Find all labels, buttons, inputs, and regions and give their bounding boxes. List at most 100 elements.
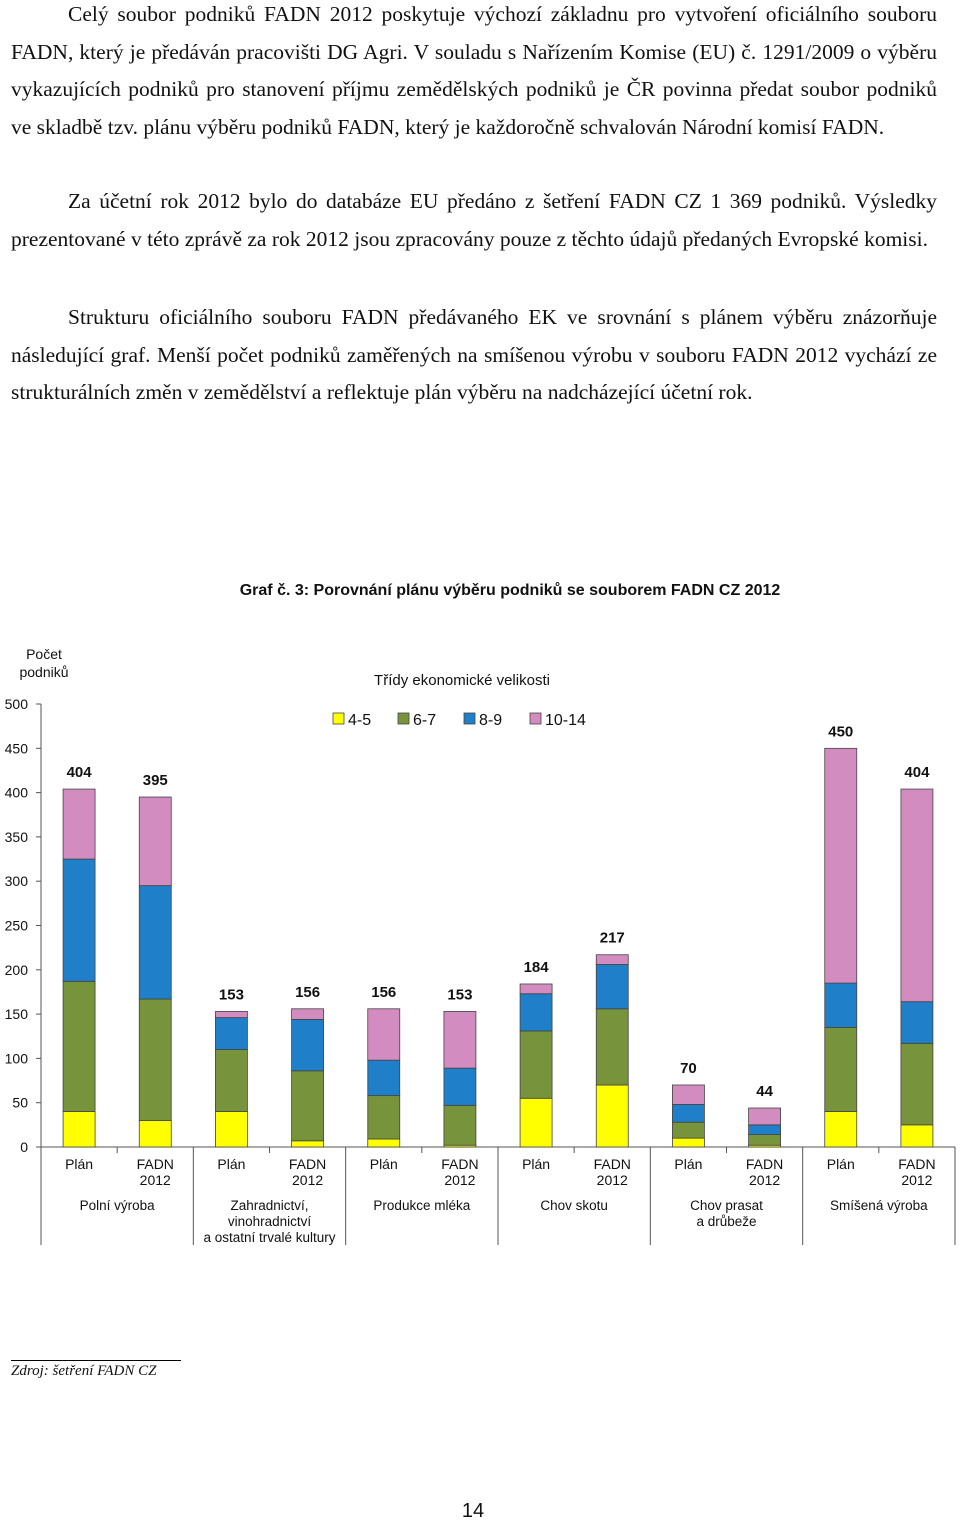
x-tick-label-3-1: 2012 xyxy=(292,1172,323,1188)
bar-segment-10-14-10 xyxy=(824,747,858,984)
group-label-1-1: vinohradnictví xyxy=(228,1214,312,1229)
x-tick-label-9-0: FADN xyxy=(746,1156,783,1172)
bar-segment-6-7-2 xyxy=(215,1049,248,1112)
data-label-0: 404 xyxy=(67,764,93,781)
bar-segment-8-9-11 xyxy=(900,1001,934,1044)
legend-label-10-14: 10-14 xyxy=(545,712,586,729)
bar-segment-10-14-4 xyxy=(367,1008,401,1061)
data-label-3: 156 xyxy=(295,984,320,1001)
data-label-11: 404 xyxy=(904,764,930,781)
legend-title: Třídy ekonomické velikosti xyxy=(374,672,550,689)
bar-segment-6-7-8 xyxy=(672,1121,705,1139)
group-label-4-0: Chov prasat xyxy=(690,1198,763,1213)
group-label-1-2: a ostatní trvalé kultury xyxy=(203,1230,335,1245)
legend-swatch-6-7 xyxy=(397,712,410,725)
paragraph-1-text: Celý soubor podniků FADN 2012 poskytuje … xyxy=(11,2,937,139)
data-label-10: 450 xyxy=(828,723,853,740)
legend-label-8-9: 8-9 xyxy=(479,712,502,729)
group-label-3-0: Chov skotu xyxy=(540,1198,608,1213)
bar-segment-8-9-5 xyxy=(443,1067,477,1106)
x-tick-label-9-1: 2012 xyxy=(749,1172,780,1188)
bar-segment-4-5-4 xyxy=(367,1138,401,1148)
bar-segment-4-5-11 xyxy=(900,1124,934,1148)
y-tick-label-7: 350 xyxy=(5,829,29,845)
bar-segment-8-9-8 xyxy=(672,1104,705,1123)
bar-segment-4-5-3 xyxy=(291,1140,324,1148)
legend-swatch-10-14 xyxy=(529,712,542,725)
bar-segment-10-14-7 xyxy=(595,954,629,965)
stacked-bar-chart: 0 50 100 150 200 250 300 350 400 450 500 Počet podni… xyxy=(5,646,956,1245)
page-number: 14 xyxy=(461,1500,485,1522)
bar-segment-6-7-10 xyxy=(824,1026,858,1112)
bar-segment-10-14-2 xyxy=(215,1011,248,1019)
x-tick-label-0-0: Plán xyxy=(65,1156,93,1172)
x-tick-label-10-0: Plán xyxy=(827,1156,855,1172)
bar-segment-6-7-7 xyxy=(595,1008,629,1086)
bar-segment-4-5-10 xyxy=(824,1111,858,1148)
group-label-0-0: Polní výroba xyxy=(80,1198,156,1213)
paragraph-3-text: Strukturu oficiálního souboru FADN předá… xyxy=(11,305,937,404)
legend-swatch-4-5 xyxy=(332,712,345,725)
bar-segment-10-14-11 xyxy=(900,788,934,1003)
bar-segment-6-7-9 xyxy=(748,1134,781,1146)
y-tick-label-1: 50 xyxy=(12,1095,28,1111)
data-label-1: 395 xyxy=(143,772,168,789)
y-tick-label-10: 500 xyxy=(5,696,29,712)
x-tick-label-2-0: Plán xyxy=(217,1156,245,1172)
x-tick-label-3-0: FADN xyxy=(289,1156,326,1172)
y-tick-label-4: 200 xyxy=(5,962,29,978)
x-tick-label-5-1: 2012 xyxy=(444,1172,475,1188)
x-tick-label-6-0: Plán xyxy=(522,1156,550,1172)
y-tick-label-2: 100 xyxy=(5,1050,29,1066)
group-label-5-0: Smíšená výroba xyxy=(830,1198,928,1213)
bar-segment-10-14-5 xyxy=(443,1011,477,1069)
x-tick-label-5-0: FADN xyxy=(441,1156,478,1172)
bar-segment-8-9-9 xyxy=(748,1124,781,1135)
group-label-2-0: Produkce mléka xyxy=(373,1198,470,1213)
bar-segment-10-14-6 xyxy=(519,983,553,995)
bar-segment-6-7-6 xyxy=(519,1030,553,1099)
data-label-8: 70 xyxy=(680,1060,697,1077)
legend-swatch-8-9 xyxy=(463,712,476,725)
bar-segment-8-9-0 xyxy=(62,858,96,982)
paragraph-2: Za účetní rok 2012 bylo do databáze EU p… xyxy=(11,183,937,258)
data-label-5: 153 xyxy=(447,986,472,1003)
group-label-4-1: a drůbeže xyxy=(696,1214,756,1229)
y-tick-label-6: 300 xyxy=(5,873,29,889)
data-label-7: 217 xyxy=(600,930,625,947)
paragraph-3: Strukturu oficiálního souboru FADN předá… xyxy=(11,299,937,412)
y-axis-title-line-1: Počet xyxy=(26,646,62,662)
data-label-9: 44 xyxy=(756,1083,773,1100)
bar-segment-6-7-0 xyxy=(62,980,96,1112)
chart-title: Graf č. 3: Porovnání plánu výběru podnik… xyxy=(239,582,781,599)
bar-segment-10-14-3 xyxy=(291,1008,324,1020)
x-tick-label-11-1: 2012 xyxy=(901,1172,932,1188)
x-tick-label-1-0: FADN xyxy=(137,1156,174,1172)
bar-segment-4-5-8 xyxy=(672,1137,705,1148)
bar-segment-4-5-1 xyxy=(138,1120,172,1148)
y-tick-label-3: 150 xyxy=(5,1006,29,1022)
paragraph-1: Celý soubor podniků FADN 2012 poskytuje … xyxy=(11,0,937,146)
data-label-6: 184 xyxy=(524,959,550,976)
x-tick-label-1-1: 2012 xyxy=(140,1172,171,1188)
x-tick-label-8-0: Plán xyxy=(674,1156,702,1172)
bar-segment-10-14-8 xyxy=(672,1084,705,1105)
x-tick-label-11-0: FADN xyxy=(898,1156,935,1172)
bar-segment-10-14-0 xyxy=(62,788,96,860)
bar-segment-10-14-1 xyxy=(138,796,172,887)
y-axis-title-line-2: podniků xyxy=(19,664,68,680)
bar-segment-8-9-7 xyxy=(595,964,629,1010)
bar-segment-8-9-4 xyxy=(367,1059,401,1097)
legend-label-4-5: 4-5 xyxy=(348,712,371,729)
bar-segment-6-7-1 xyxy=(138,998,172,1121)
source-note: Zdroj: šetření FADN CZ xyxy=(11,1363,157,1379)
bar-segment-4-5-2 xyxy=(215,1111,248,1148)
bar-segment-8-9-2 xyxy=(215,1017,248,1050)
x-tick-label-7-0: FADN xyxy=(594,1156,631,1172)
bar-segment-8-9-10 xyxy=(824,982,858,1028)
x-tick-label-7-1: 2012 xyxy=(597,1172,628,1188)
bar-segment-8-9-1 xyxy=(138,885,172,1000)
bar-segment-4-5-7 xyxy=(595,1084,629,1148)
source-rule xyxy=(11,1360,181,1361)
y-tick-label-5: 250 xyxy=(5,918,29,934)
